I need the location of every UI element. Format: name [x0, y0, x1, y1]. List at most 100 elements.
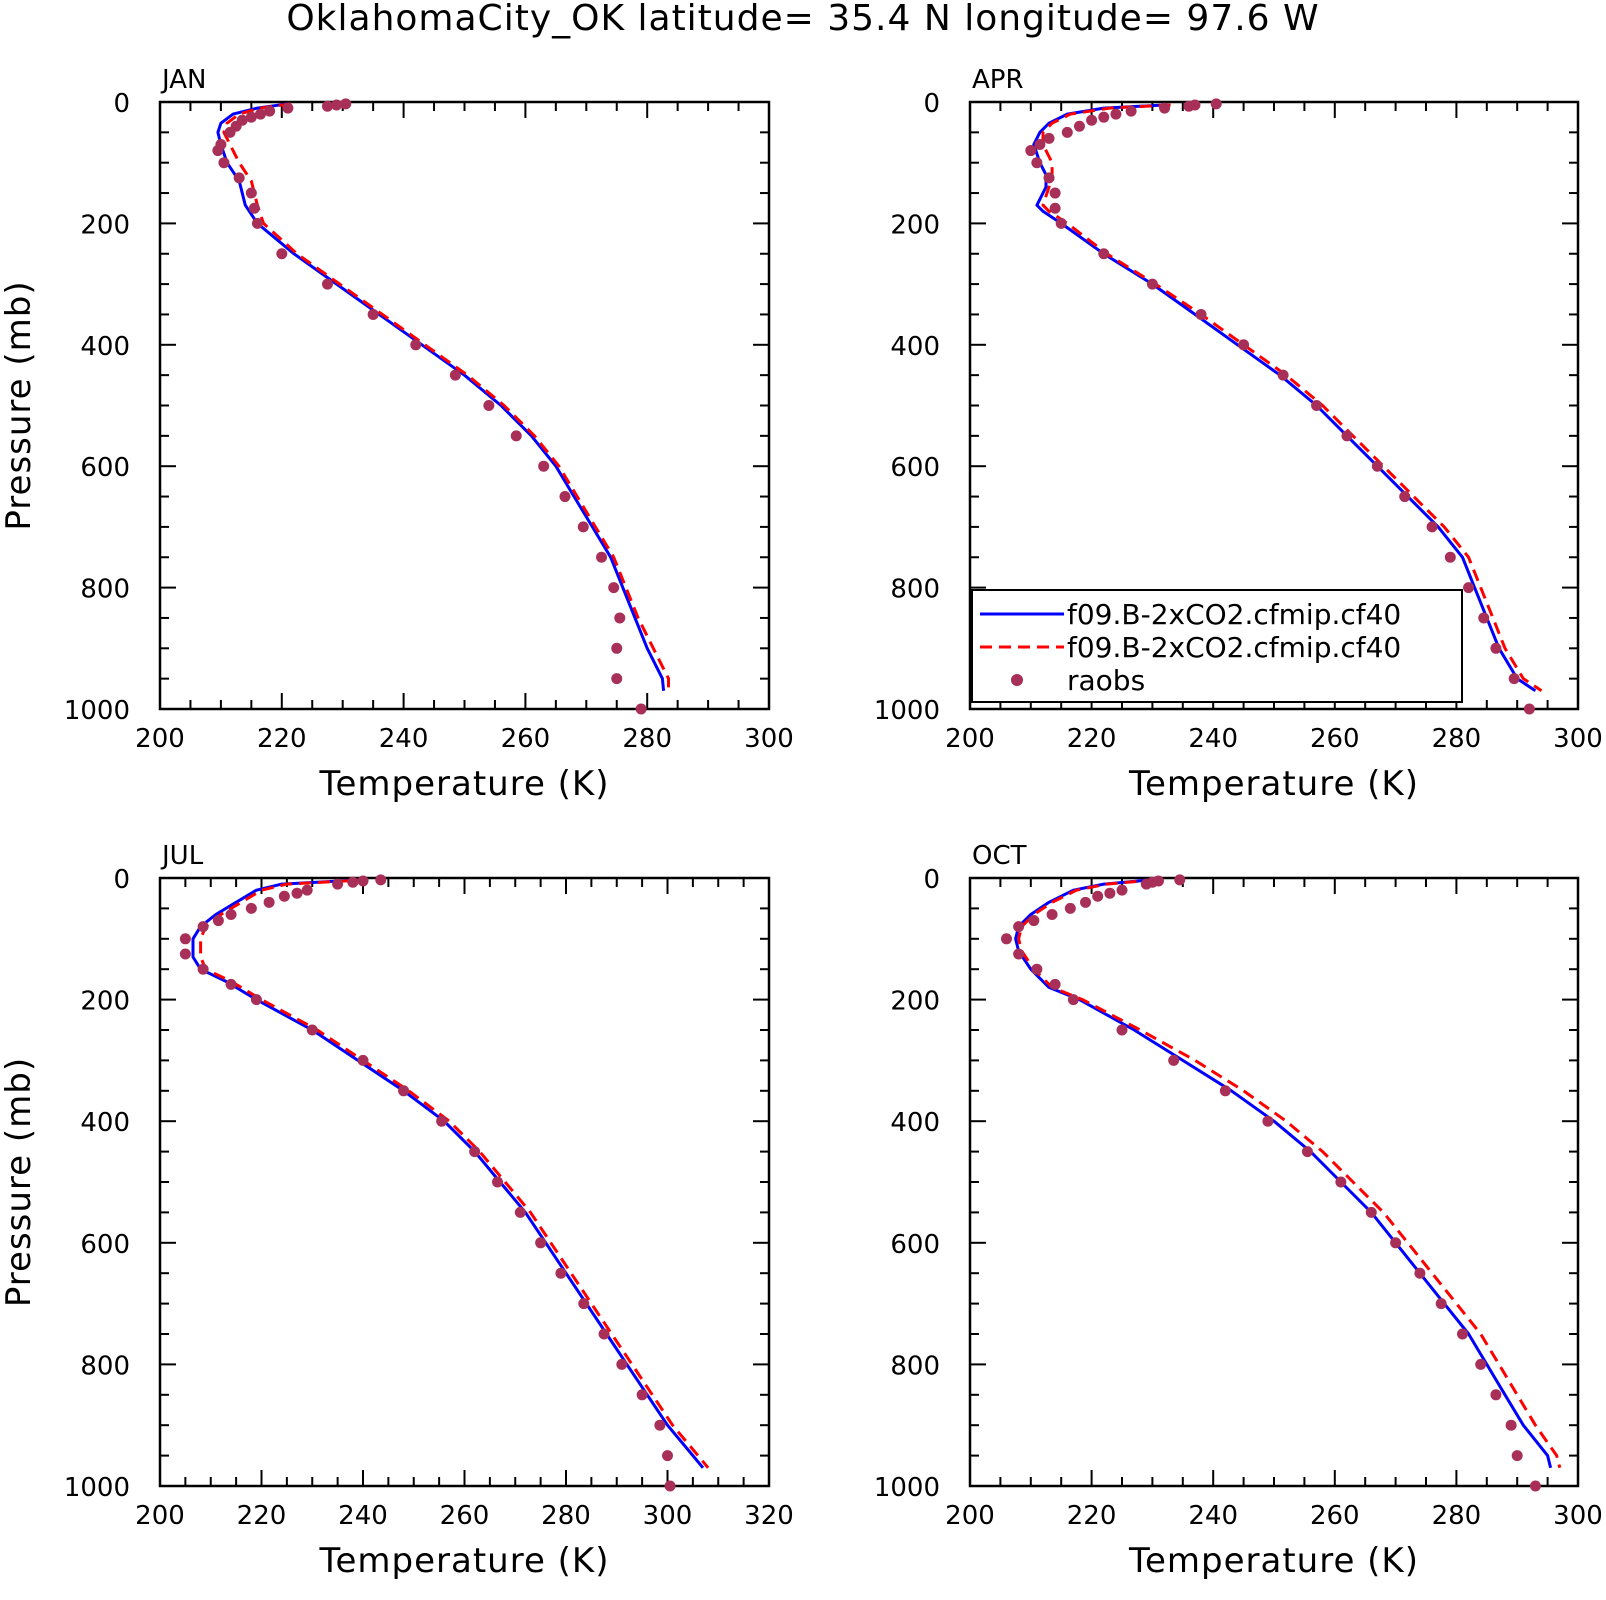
panel-jan-raobs-point [538, 460, 550, 472]
panel-apr-series-solid-line [1032, 103, 1537, 693]
panel-oct-x-tick-label: 260 [1310, 1501, 1360, 1531]
panel-oct-raobs-point [1475, 1358, 1487, 1370]
panel-oct-raobs-point [1064, 902, 1076, 914]
panel-jan-raobs-point [254, 108, 266, 120]
panel-jul-raobs-point [278, 890, 290, 902]
panel-jan-x-tick-label: 260 [501, 724, 551, 754]
panel-oct-raobs-point [1174, 874, 1186, 886]
panel-apr-raobs-point [1508, 673, 1520, 685]
panel-oct-x-tick-label: 220 [1067, 1501, 1117, 1531]
panel-apr-y-tick-label: 400 [890, 332, 940, 362]
panel-jan-raobs-point [321, 278, 333, 290]
figure-title: OklahomaCity_OK latitude= 35.4 N longitu… [286, 0, 1319, 39]
panel-jan-x-tick-label: 240 [379, 724, 429, 754]
panel-apr-x-axis-label: Temperature (K) [1128, 764, 1419, 804]
panel-jul-frame [158, 876, 771, 1488]
panel-oct-y-tick-label: 1000 [874, 1473, 940, 1503]
panel-jan-raobs-point [611, 673, 623, 685]
panel-jul-raobs-point [662, 1450, 673, 1462]
panels: 200 220 240 260 280 300 0 200 400 600 800 1000 JAN Te… [0, 65, 1603, 1581]
panel-oct-raobs-point [1046, 908, 1058, 920]
panel-oct-raobs-point [1219, 1085, 1231, 1097]
panel-oct-x-axis-label: Temperature (K) [1128, 1541, 1419, 1581]
panel-jul-raobs-point [225, 908, 237, 920]
panel-apr-raobs-point [1523, 703, 1535, 715]
panel-apr-series-dashed-line [1041, 103, 1543, 693]
panel-apr-x-tick-label: 260 [1310, 724, 1360, 754]
panel-jan-raobs-point [245, 111, 257, 123]
panel-apr-raobs-point [1031, 157, 1043, 169]
panel-jul-raobs-point [179, 948, 191, 960]
panel-jan-raobs-point [577, 521, 589, 533]
panel-jul-raobs-point [598, 1328, 610, 1340]
panel-jan-raobs-point [635, 703, 647, 715]
legend-entry-label: raobs [1067, 664, 1145, 697]
panel-jul-y-tick-label: 200 [80, 987, 130, 1017]
panel-jan-raobs-point [251, 217, 263, 229]
panel-oct-raobs-point [1414, 1267, 1426, 1279]
panel-oct-raobs-point [1529, 1480, 1541, 1492]
panel-jul-x-tick-label: 240 [338, 1501, 388, 1531]
panel-jul-raobs-point [616, 1358, 628, 1370]
panel-jul-raobs-point [491, 1176, 503, 1188]
panel-jan-raobs-point [331, 99, 343, 111]
panel-apr-raobs-point [1049, 187, 1061, 199]
panel-apr-x-tick-label: 300 [1553, 724, 1603, 754]
panel-jul-series-dashed-line [199, 878, 710, 1469]
panel-oct-raobs-point [1013, 948, 1025, 960]
panel-jan-raobs-point [276, 248, 288, 260]
panel-jul-x-tick-label: 260 [440, 1501, 490, 1531]
panel-apr-raobs-point [1025, 145, 1037, 157]
panel-apr-raobs-point [1055, 217, 1067, 229]
panel-jan-raobs-point [248, 202, 260, 214]
panel-oct-label: OCT [972, 841, 1027, 871]
panel-oct-series-solid-line [1014, 878, 1553, 1469]
panel-oct-y-tick-label: 800 [890, 1351, 940, 1381]
panel-jan-x-tick-label: 300 [744, 724, 794, 754]
panel-jan-raobs-point [611, 642, 623, 654]
panel-oct-raobs-point [1140, 878, 1152, 890]
panel-jul-x-axis-label: Temperature (K) [318, 1541, 609, 1581]
panel-jul-raobs-point [636, 1389, 648, 1401]
panel-apr-x-tick-label: 220 [1067, 724, 1117, 754]
panel-jul-raobs-point [197, 921, 209, 933]
panel-oct-raobs-point [1104, 887, 1116, 899]
panel-oct-raobs-point [1168, 1054, 1180, 1066]
panel-jul-raobs-point [263, 896, 275, 908]
panel-jul-series-solid-line [191, 878, 705, 1469]
panel-oct-raobs-point [1049, 978, 1061, 990]
panel-oct-raobs-point [1116, 884, 1128, 896]
panel-apr-raobs-point [1110, 108, 1122, 120]
panel-oct-raobs-point [1116, 1024, 1128, 1036]
panel-apr-raobs-point [1277, 369, 1289, 381]
panel-jul-raobs-point [179, 933, 191, 945]
panel-apr-raobs-point [1159, 102, 1171, 114]
panel-apr-raobs-point [1043, 172, 1055, 184]
panel-apr-raobs-point [1125, 105, 1137, 117]
panel-jul-x-tick-label: 220 [237, 1501, 287, 1531]
panel-jan-raobs-point [282, 102, 294, 114]
panel-jan-y-tick-label: 1000 [64, 696, 130, 726]
panel-oct: 200 220 240 260 280 300 0 200 400 600 800 1000 OCT Te… [874, 841, 1603, 1581]
panel-apr-raobs-point [1210, 98, 1222, 110]
panel-oct-y-tick-label: 400 [890, 1108, 940, 1138]
panel-apr-raobs-point [1371, 460, 1383, 472]
panel-jan-raobs-point [245, 187, 257, 199]
panel-jul-raobs-point [291, 887, 303, 899]
panel-oct-raobs-point [1080, 896, 1092, 908]
panel-apr-raobs-point [1073, 120, 1085, 132]
panel-apr-raobs-point [1399, 491, 1411, 503]
panel-jul-x-tick-label: 320 [744, 1501, 794, 1531]
panel-jan-series-solid-line [216, 102, 666, 691]
panel-oct-raobs-point [1000, 933, 1012, 945]
panel-apr-y-tick-label: 200 [890, 210, 940, 240]
panel-jul-y-axis-label: Pressure (mb) [0, 1057, 39, 1307]
panel-jul-x-tick-label: 200 [135, 1501, 185, 1531]
panel-jul-raobs-point [332, 878, 344, 890]
panel-jan-y-axis-label: Pressure (mb) [0, 280, 39, 530]
panel-apr-raobs-point [1444, 551, 1456, 563]
panel-jan-raobs-point [224, 126, 236, 138]
panel-oct-series-dashed-line [1017, 878, 1562, 1469]
panel-jul-raobs-point [398, 1085, 410, 1097]
panel-apr-raobs-point [1490, 642, 1502, 654]
